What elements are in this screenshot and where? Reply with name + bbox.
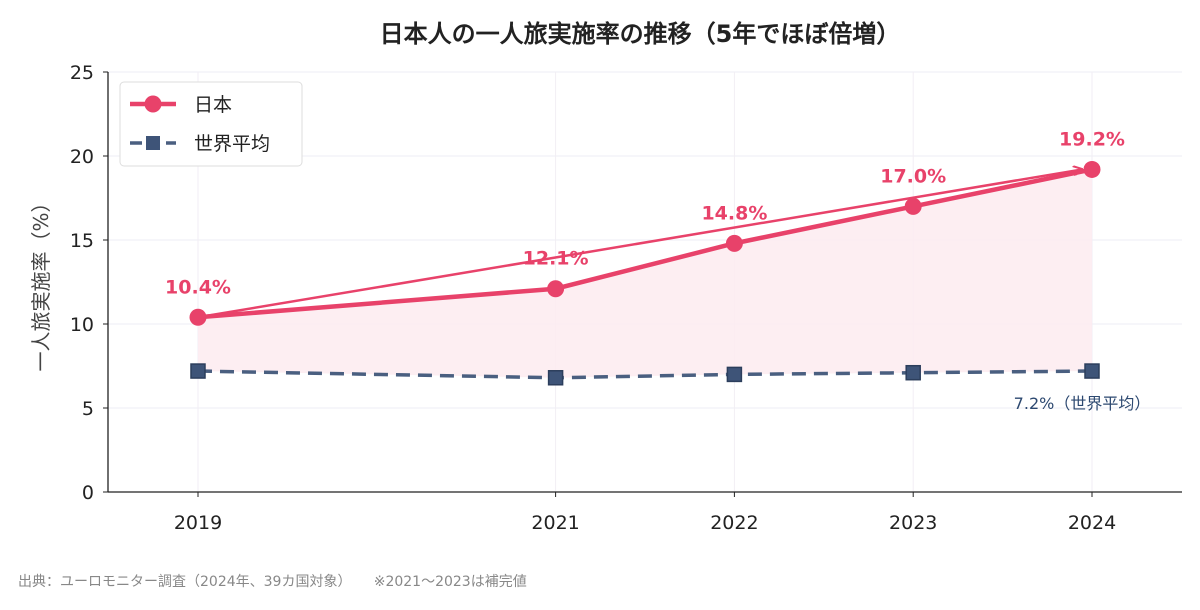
y-tick-label: 5 xyxy=(82,398,94,420)
data-point-world xyxy=(1084,363,1100,379)
line-chart: 日本人の一人旅実施率の推移（5年でほぼ倍増） 0 5 10 15 20 25 2019 2021… xyxy=(29,20,1182,534)
x-tick-label: 2024 xyxy=(1068,512,1116,534)
x-tick-label: 2021 xyxy=(531,512,579,534)
source-note: 出典：ユーロモニター調査（2024年、39カ国対象） xyxy=(18,574,352,590)
chart-title: 日本人の一人旅実施率の推移（5年でほぼ倍増） xyxy=(380,20,901,48)
data-point-japan xyxy=(1083,160,1101,178)
legend-label-world: 世界平均 xyxy=(194,133,270,155)
y-tick-label: 25 xyxy=(70,62,94,84)
legend-label-japan: 日本 xyxy=(194,94,232,116)
y-tick-label: 0 xyxy=(82,482,94,504)
data-label-japan: 12.1% xyxy=(523,248,589,270)
y-tick-label: 15 xyxy=(70,230,94,252)
data-point-world xyxy=(547,370,564,386)
trend-arrow xyxy=(197,169,1082,319)
y-axis-label: 一人旅実施率（%） xyxy=(29,192,53,371)
y-tick-label: 10 xyxy=(70,314,94,336)
area-fill-japan xyxy=(198,169,1092,378)
data-label-japan: 14.8% xyxy=(701,202,767,224)
legend-marker-world xyxy=(146,136,160,150)
y-tick-label: 20 xyxy=(70,146,94,168)
data-point-world xyxy=(905,364,921,381)
x-tick-label: 2019 xyxy=(174,512,222,534)
data-label-japan: 19.2% xyxy=(1059,128,1125,150)
interpolation-note: ※2021〜2023は補完値 xyxy=(373,574,527,590)
data-point-world xyxy=(190,363,206,379)
data-point-japan xyxy=(725,234,743,252)
data-point-world xyxy=(726,366,743,383)
chart-footer: 出典：ユーロモニター調査（2024年、39カ国対象） ※2021〜2023は補完… xyxy=(18,571,527,591)
x-tick-label: 2022 xyxy=(710,512,758,534)
x-tick-label: 2023 xyxy=(889,512,937,534)
data-label-japan: 10.4% xyxy=(165,276,231,298)
legend-marker-japan xyxy=(144,95,162,113)
data-point-japan xyxy=(547,280,565,298)
world-average-annotation: 7.2%（世界平均） xyxy=(1014,394,1151,413)
data-point-japan xyxy=(904,197,922,215)
data-label-japan: 17.0% xyxy=(880,165,946,187)
data-point-japan xyxy=(189,308,207,326)
